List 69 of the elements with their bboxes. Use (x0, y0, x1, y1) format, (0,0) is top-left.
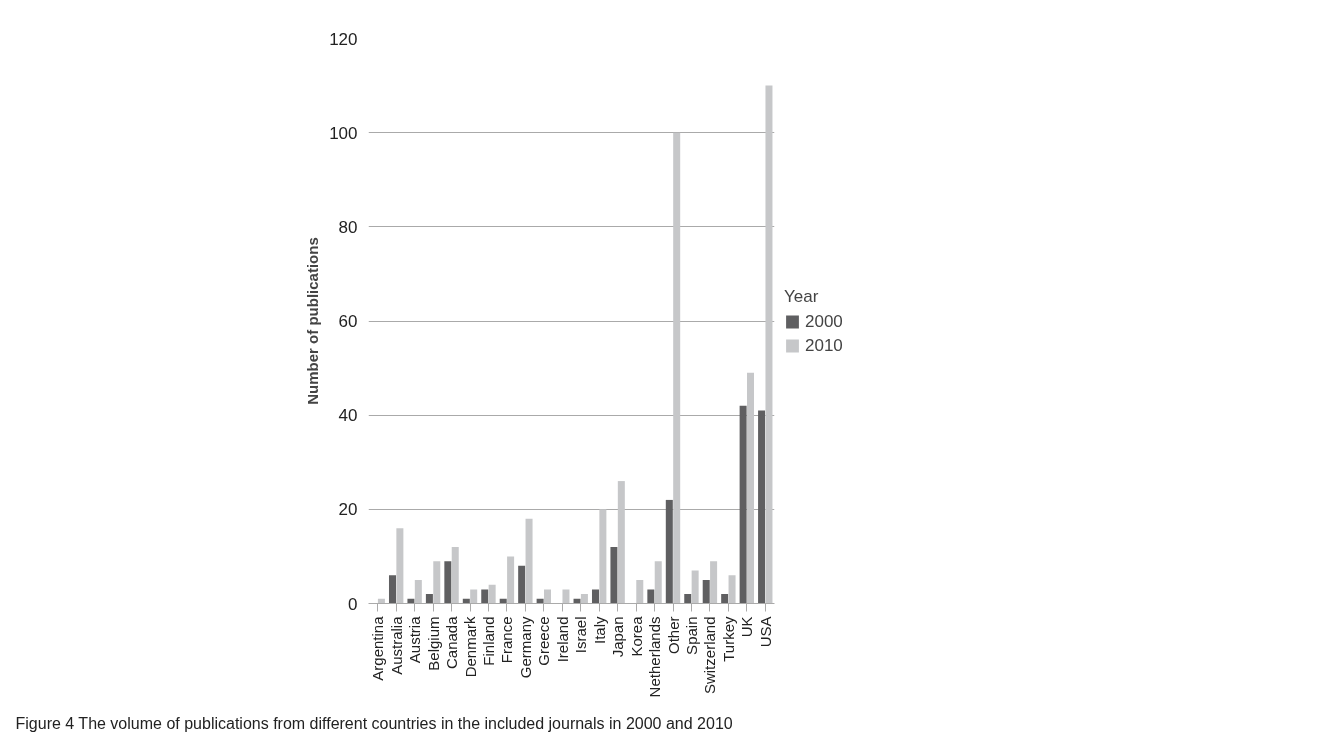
bar (507, 556, 515, 604)
bar (673, 132, 681, 604)
bar (544, 589, 552, 604)
x-tick-label: Finland (479, 616, 497, 666)
bar (721, 594, 729, 604)
bar (444, 561, 452, 604)
x-tick-label: Germany (516, 616, 534, 679)
legend-label: 2010 (805, 335, 843, 355)
bar (710, 561, 718, 604)
y-tick-label: 20 (338, 500, 358, 520)
x-tick-label: Italy (590, 616, 608, 645)
legend-title: Year (784, 286, 820, 306)
bar (728, 575, 736, 604)
bar (433, 561, 441, 604)
bar (684, 594, 692, 604)
bar (451, 547, 459, 604)
x-tick-label: Other (664, 616, 682, 655)
x-tick-label: Korea (627, 615, 645, 657)
y-tick-label: 40 (338, 406, 358, 426)
bar (481, 589, 489, 604)
bar (388, 575, 396, 604)
x-tick-label: Switzerland (701, 616, 719, 695)
x-tick-label: Belgium (424, 616, 442, 671)
x-tick-label: Argentina (369, 615, 387, 681)
bar (580, 594, 588, 604)
bar (636, 579, 644, 604)
caption: Figure 4 The volume of publications from different countries in the included journals in 2000 and 2010 (15, 715, 733, 732)
bar (617, 481, 625, 604)
y-axis-title: Number of publications (304, 237, 322, 405)
bar (425, 594, 433, 604)
bar (414, 579, 422, 604)
y-tick-label: 0 (348, 594, 358, 614)
bar (647, 589, 655, 604)
x-tick-label: Spain (682, 616, 700, 655)
bar (665, 499, 673, 604)
x-tick-label: Israel (572, 616, 590, 654)
y-tick-label: 80 (338, 217, 358, 237)
x-tick-label: Netherlands (646, 616, 664, 698)
bar (702, 579, 710, 604)
bar (525, 518, 533, 604)
bar (518, 565, 526, 604)
bar (739, 405, 747, 604)
x-tick-label: Ireland (553, 616, 571, 663)
bar (562, 589, 570, 604)
bar (691, 570, 699, 604)
bar (765, 85, 773, 604)
y-tick-label: 120 (329, 29, 358, 49)
x-tick-label: Australia (387, 615, 405, 675)
bar (470, 589, 478, 604)
y-tick-label: 100 (329, 123, 358, 143)
bar (488, 584, 496, 604)
bar (758, 410, 766, 604)
x-tick-label: Greece (535, 616, 553, 666)
x-tick-label: France (498, 616, 516, 664)
bar (747, 372, 755, 604)
bar (396, 528, 404, 604)
legend-label: 2000 (805, 311, 843, 331)
bar (610, 547, 618, 604)
x-tick-label: USA (756, 616, 774, 648)
y-tick-label: 60 (338, 312, 358, 331)
x-tick-label: Turkey (719, 616, 737, 662)
x-tick-label: Japan (609, 616, 627, 658)
bar (654, 561, 662, 604)
bar (591, 589, 599, 604)
x-tick-label: UK (738, 616, 756, 638)
bar (599, 509, 607, 604)
x-tick-label: Denmark (461, 616, 479, 678)
x-tick-label: Canada (443, 615, 461, 670)
x-tick-label: Austria (406, 615, 424, 664)
